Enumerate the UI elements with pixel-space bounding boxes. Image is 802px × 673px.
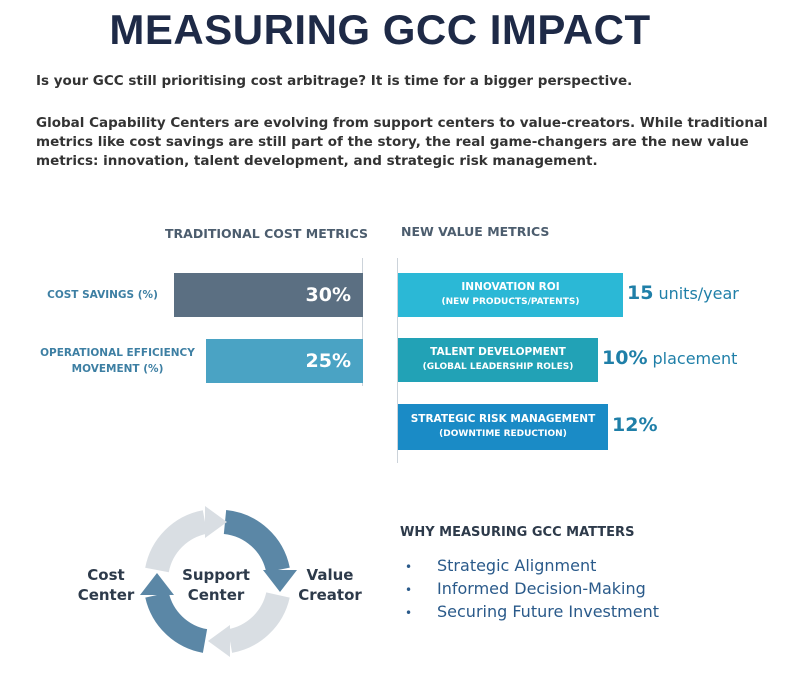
cycle-arrow <box>223 510 290 573</box>
value: 12% <box>612 414 657 436</box>
divider <box>397 258 398 463</box>
cycle-arrow <box>145 510 208 573</box>
bar-text: TALENT DEVELOPMENT (GLOBAL LEADERSHIP ROL… <box>398 338 598 382</box>
cycle-left: Cost Center <box>77 566 135 604</box>
cycle-right: Value Creator <box>298 566 362 604</box>
matters-item: Informed Decision-Making <box>405 578 659 601</box>
matters-list: Strategic AlignmentInformed Decision-Mak… <box>405 555 659 624</box>
bar: TALENT DEVELOPMENT (GLOBAL LEADERSHIP ROL… <box>398 338 598 382</box>
bar-text: INNOVATION ROI (NEW PRODUCTS/PATENTS) <box>398 273 623 317</box>
bar-sublabel: (NEW PRODUCTS/PATENTS) <box>441 297 580 307</box>
title: MEASURING GCC IMPACT <box>109 6 651 53</box>
new-heading: NEW VALUE METRICS <box>401 224 550 239</box>
divider <box>362 258 363 386</box>
value-label: 10% <box>602 347 648 369</box>
arrow-head <box>208 625 230 657</box>
bar-sublabel: (GLOBAL LEADERSHIP ROLES) <box>422 362 574 372</box>
value-unit: placement <box>652 349 738 368</box>
cycle-arrow <box>227 591 290 653</box>
value-unit: units/year <box>658 284 739 303</box>
matters-item: Securing Future Investment <box>405 601 659 624</box>
value-label: 30% <box>305 284 351 306</box>
value-label: 15 <box>627 282 654 304</box>
arrow-head <box>140 573 174 595</box>
bar-label: STRATEGIC RISK MANAGEMENT <box>410 413 596 425</box>
matters-heading: WHY MEASURING GCC MATTERS <box>400 525 635 540</box>
intro: Is your GCC still prioritising cost arbi… <box>36 73 633 89</box>
bar: STRATEGIC RISK MANAGEMENT (DOWNTIME REDUC… <box>398 404 608 450</box>
bar: 25% <box>205 339 363 383</box>
matters-item: Strategic Alignment <box>405 555 659 578</box>
bar-text: STRATEGIC RISK MANAGEMENT (DOWNTIME REDUC… <box>398 404 608 450</box>
value: 15 units/year <box>627 282 739 304</box>
cycle-diagram <box>140 506 297 657</box>
bar-label: TALENT DEVELOPMENT <box>430 346 566 358</box>
body: Global Capability Centers are evolving f… <box>36 115 768 169</box>
bar-label: OPERATIONAL EFFICIENCY MOVEMENT (%) <box>40 347 195 375</box>
bar-label: COST SAVINGS (%) <box>47 289 158 301</box>
bar-sublabel: (DOWNTIME REDUCTION) <box>439 429 567 439</box>
value-label: 25% <box>305 350 351 372</box>
arrow-head <box>263 570 297 592</box>
value: 10% placement <box>602 347 737 369</box>
traditional-heading: TRADITIONAL COST METRICS <box>165 226 368 241</box>
bar: 30% <box>174 273 363 317</box>
cycle-arrow <box>145 591 208 653</box>
bar-label: INNOVATION ROI <box>461 281 560 293</box>
bar: INNOVATION ROI (NEW PRODUCTS/PATENTS) <box>398 273 623 317</box>
value-label: 12% <box>612 414 658 436</box>
arrow-head <box>205 506 227 538</box>
cycle-center: Support Center <box>182 566 250 604</box>
